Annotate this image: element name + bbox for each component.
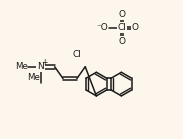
Text: O: O [119,10,126,19]
Text: Me: Me [27,73,40,82]
Text: N: N [37,62,44,71]
Text: Cl: Cl [118,23,126,32]
Text: ⁻O: ⁻O [96,23,108,32]
Text: Cl: Cl [72,50,81,59]
Text: O: O [119,37,126,45]
Text: O: O [132,23,139,32]
Text: Me: Me [15,62,28,71]
Text: +: + [42,58,48,67]
